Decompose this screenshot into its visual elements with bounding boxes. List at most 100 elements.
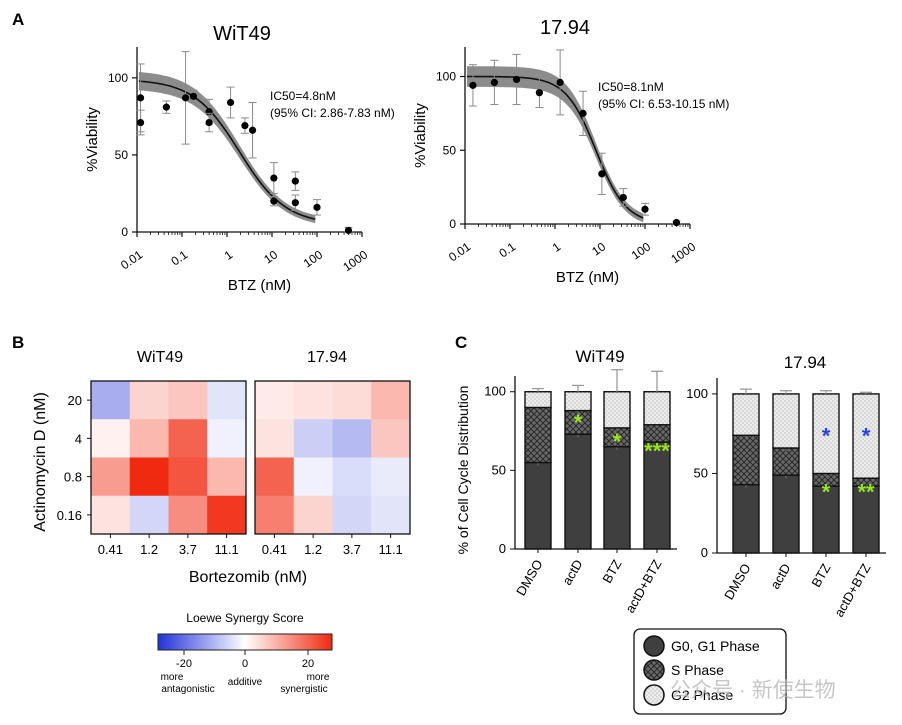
y-tick-label: 50 (115, 148, 129, 162)
heatmap-cell (332, 495, 372, 535)
heatmap-frame (254, 380, 411, 535)
data-point (344, 226, 353, 235)
data-point (512, 75, 521, 84)
data-point (241, 122, 249, 130)
heatmap-title: WiT49 (137, 349, 183, 366)
heatmap-cell (371, 495, 411, 535)
x-tick-label: DMSO (513, 557, 545, 598)
heatmap-cell (371, 381, 411, 420)
heatmap-cell (207, 457, 247, 497)
data-point (181, 94, 190, 102)
colorbar-mid-label: additive (228, 677, 263, 688)
y-tick-label: 0.16 (57, 508, 82, 523)
heatmap-y-axis-label: Actinomycin D (nM) (32, 392, 49, 532)
panel-label-a: A (12, 10, 24, 29)
x-tick-label: 1000 (668, 239, 698, 266)
heatmap-cell (332, 419, 372, 458)
heatmap-cell (293, 495, 333, 535)
data-point (226, 98, 235, 107)
g0g1-segment (852, 485, 880, 554)
significance-star: *** (644, 438, 670, 463)
data-point (641, 205, 649, 213)
data-point (162, 103, 170, 111)
colorbar-left-label-2: antagonistic (161, 684, 214, 695)
g2-phase-segment (772, 393, 800, 449)
colorbar-tick-mid: 0 (242, 658, 248, 670)
legend-label-g2: G2 Phase (671, 687, 733, 703)
g2-phase-segment (603, 391, 631, 429)
heatmap-cell (255, 495, 295, 535)
heatmap-cell (207, 419, 247, 458)
data-point (672, 218, 681, 227)
s-phase-segment (772, 447, 800, 476)
significance-star: * (822, 479, 831, 504)
y-tick-label: 4 (75, 431, 82, 446)
data-point (313, 203, 321, 211)
g0g1-segment (772, 474, 800, 554)
heatmap-cell (293, 419, 333, 458)
panel-label-b: B (12, 333, 24, 352)
colorbar-title: Loewe Synergy Score (186, 611, 304, 625)
g2-phase-segment (812, 393, 840, 475)
heatmap-cell (207, 495, 247, 535)
heatmap-cell (91, 419, 131, 458)
heatmap-cell (207, 381, 247, 420)
colorbar-right-label-2: synergistic (280, 684, 327, 695)
heatmap-cell (371, 457, 411, 497)
s-phase-segment (732, 434, 760, 486)
heatmap-cell (293, 457, 333, 497)
heatmap-frame (90, 380, 247, 535)
data-point (270, 174, 278, 182)
data-point (556, 78, 564, 86)
data-point (619, 193, 627, 202)
x-tick-label: actD (559, 557, 585, 588)
significance-star: * (613, 429, 622, 454)
fit-confidence-band (138, 72, 316, 223)
x-tick-label: BTZ (808, 561, 833, 590)
x-tick-label: 3.7 (343, 542, 361, 557)
g0g1-segment (603, 446, 631, 550)
x-tick-label: 11.1 (214, 542, 238, 557)
x-tick-label: 100 (301, 247, 326, 270)
colorbar-left-label-1: more (161, 672, 184, 683)
g2-phase-segment (732, 393, 760, 436)
data-point (205, 118, 213, 127)
x-tick-label: 11.1 (378, 542, 402, 557)
x-tick-label: actD (767, 561, 793, 592)
heatmap-title: 17.94 (307, 349, 347, 366)
heatmap-cell (168, 419, 208, 458)
heatmap-cell (91, 381, 131, 420)
y-tick-label: 0 (449, 217, 456, 231)
colorbar-gradient (157, 633, 333, 651)
legend-swatch-g0g1 (643, 635, 665, 657)
x-tick-label: 10 (589, 239, 608, 258)
x-tick-label: 1000 (340, 247, 370, 274)
legend-swatch-g2 (643, 684, 665, 706)
x-tick-label: 100 (629, 239, 654, 262)
y-tick-label: 100 (686, 386, 708, 401)
data-point (291, 177, 299, 185)
x-tick-label: 10 (261, 247, 280, 266)
y-axis-label: %Viability (84, 107, 101, 172)
x-tick-label: 0.01 (446, 239, 473, 264)
y-tick-label: 0 (121, 225, 128, 239)
synergy-heatmap-1794: 0.41 1.2 3.7 11.1 17.94 (254, 349, 411, 557)
y-tick-label: 100 (108, 71, 128, 85)
colorbar-tick-high: 20 (302, 658, 314, 670)
watermark: 公众号 · 新使生物 (670, 679, 836, 702)
data-point (490, 78, 498, 86)
data-point (469, 81, 477, 89)
ic50-annotation: IC50=8.1nM (598, 80, 664, 94)
dose-response-chart-1794: 0.01 0.1 1 10 100 1000 0 50 100 17.94 IC50=8.1nM (9… (412, 17, 729, 286)
heatmap-cell (255, 419, 295, 458)
x-tick-label: 0.41 (262, 542, 287, 557)
x-tick-label: 1 (222, 247, 236, 262)
x-tick-label: DMSO (721, 561, 753, 602)
heatmap-cell (168, 457, 208, 497)
heatmap-cell (91, 495, 131, 535)
y-tick-label: 20 (68, 393, 82, 408)
colorbar-tick-low: -20 (176, 658, 192, 670)
chart-title: 17.94 (540, 17, 590, 39)
g2-phase-segment (524, 391, 552, 409)
